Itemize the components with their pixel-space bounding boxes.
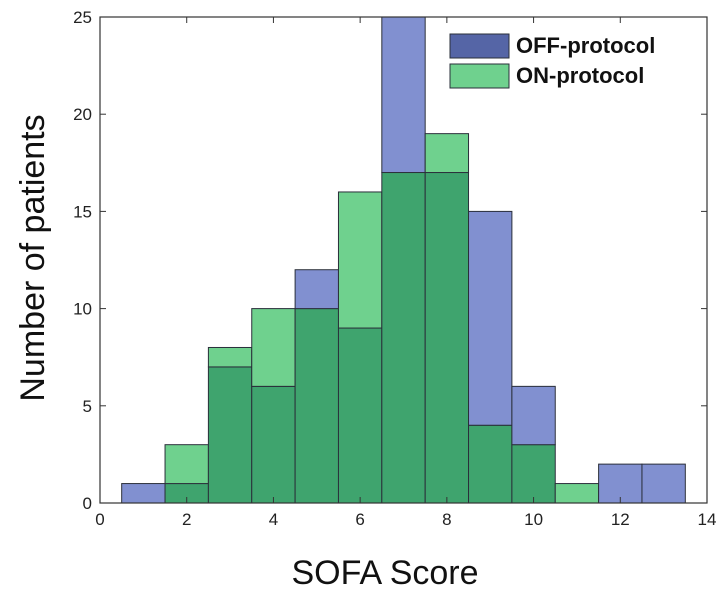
y-tick-label-0: 0 bbox=[83, 494, 92, 513]
legend-label-on-protocol: ON-protocol bbox=[516, 63, 644, 88]
x-axis-title: SOFA Score bbox=[291, 554, 478, 590]
bar-overlap-bin-7 bbox=[381, 172, 426, 504]
x-tick-label-2: 2 bbox=[182, 510, 191, 529]
bar-on-protocol-bin-3 bbox=[207, 346, 253, 368]
x-tick-label-4: 4 bbox=[269, 510, 278, 529]
bar-on-protocol-bin-8 bbox=[424, 133, 470, 174]
bar-off-protocol-bin-10 bbox=[511, 385, 556, 446]
y-tick-label-5: 5 bbox=[83, 397, 92, 416]
axes-layer: 0 2 4 6 8 10 12 14 0 5 10 15 20 25 bbox=[73, 8, 716, 529]
bar-overlap-bin-6 bbox=[337, 327, 383, 504]
plot-frame bbox=[99, 16, 708, 504]
bar-off-protocol-bin-13 bbox=[641, 463, 686, 504]
bar-overlap-bin-3 bbox=[207, 366, 253, 504]
y-tick-label-25: 25 bbox=[73, 8, 92, 27]
legend: OFF-protocol ON-protocol bbox=[449, 33, 655, 89]
bar-overlap-bin-5 bbox=[294, 308, 339, 504]
bar-overlap-bin-10 bbox=[511, 444, 556, 504]
legend-label-off-protocol: OFF-protocol bbox=[516, 33, 655, 58]
bar-off-protocol-bin-9 bbox=[468, 210, 513, 426]
bar-overlap-bin-8 bbox=[424, 172, 470, 504]
x-tick-label-0: 0 bbox=[95, 510, 104, 529]
y-axis-title: Number of patients bbox=[14, 114, 52, 401]
bar-on-protocol-bin-2 bbox=[164, 444, 209, 485]
bar-off-protocol-bin-5 bbox=[294, 269, 339, 310]
x-tick-label-8: 8 bbox=[442, 510, 451, 529]
x-tick-label-12: 12 bbox=[611, 510, 630, 529]
bar-off-protocol-bin-12 bbox=[598, 463, 643, 504]
legend-swatch-off-protocol bbox=[449, 33, 510, 59]
y-tick-label-20: 20 bbox=[73, 105, 92, 124]
bars-layer bbox=[121, 16, 686, 504]
bar-off-protocol-bin-7 bbox=[381, 16, 426, 174]
bar-on-protocol-bin-6 bbox=[337, 191, 383, 329]
bar-on-protocol-bin-4 bbox=[251, 308, 296, 387]
x-tick-label-14: 14 bbox=[698, 510, 717, 529]
bar-on-protocol-bin-11 bbox=[554, 483, 600, 504]
x-tick-label-10: 10 bbox=[524, 510, 543, 529]
bar-off-protocol-bin-1 bbox=[121, 483, 166, 504]
x-tick-label-6: 6 bbox=[355, 510, 364, 529]
legend-swatch-on-protocol bbox=[449, 63, 510, 89]
bar-overlap-bin-4 bbox=[251, 385, 296, 504]
y-tick-label-15: 15 bbox=[73, 202, 92, 221]
y-tick-label-10: 10 bbox=[73, 300, 92, 319]
bar-overlap-bin-9 bbox=[468, 424, 513, 504]
